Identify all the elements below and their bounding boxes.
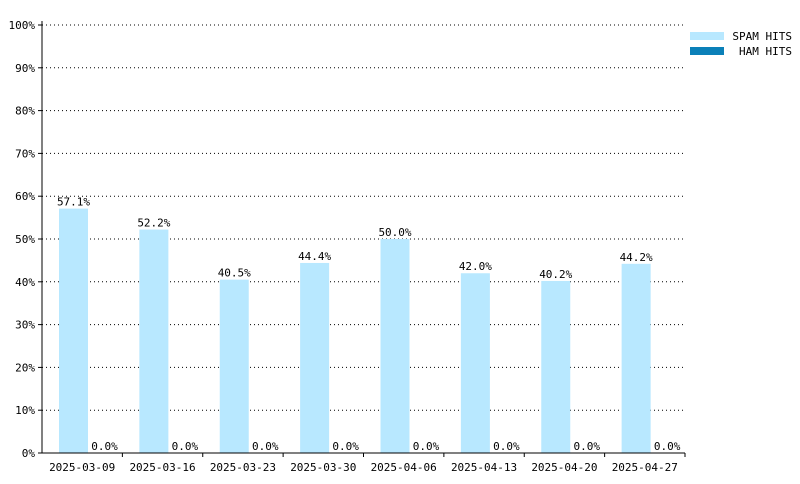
x-tick-label: 2025-03-09 — [49, 461, 115, 474]
bar-value-label: 44.2% — [620, 251, 653, 264]
legend: SPAM HITS HAM HITS — [690, 30, 792, 58]
y-tick-label: 40% — [15, 276, 35, 289]
bar-value-label: 42.0% — [459, 260, 492, 273]
x-tick-label: 2025-03-30 — [290, 461, 356, 474]
y-tick-label: 20% — [15, 361, 35, 374]
x-tick-label: 2025-04-06 — [371, 461, 437, 474]
y-tick-label: 70% — [15, 147, 35, 160]
bar-0 — [139, 229, 169, 453]
axes: 0% 10% 20% 30% 40% 50% 60% 70% 80% 90% 100% 2025-03… — [9, 19, 686, 474]
y-tick-label: 80% — [15, 105, 35, 118]
bars — [59, 208, 651, 453]
bar-0 — [621, 263, 651, 453]
x-tick-label: 2025-04-20 — [531, 461, 597, 474]
x-tick-label: 2025-03-16 — [129, 461, 195, 474]
y-tick-label: 50% — [15, 233, 35, 246]
legend-swatch — [690, 32, 724, 40]
y-tick-label: 100% — [9, 19, 36, 32]
bar-value-label: 0.0% — [172, 440, 199, 453]
bar-0 — [460, 273, 490, 453]
y-tick-label: 10% — [15, 404, 35, 417]
bar-value-label: 0.0% — [91, 440, 118, 453]
data-labels: 57.1% 0.0% 52.2% 0.0% 40.5% 0.0% 44.4% 0.0% 50.0… — [57, 196, 681, 453]
y-tick-label: 90% — [15, 62, 35, 75]
bar-value-label: 40.2% — [539, 268, 572, 281]
bar-value-label: 50.0% — [378, 226, 411, 239]
legend-label: HAM HITS — [739, 45, 792, 58]
bar-value-label: 0.0% — [574, 440, 601, 453]
x-tick-label: 2025-03-23 — [210, 461, 276, 474]
bar-0 — [300, 262, 330, 453]
bar-value-label: 44.4% — [298, 250, 331, 263]
bar-0 — [541, 280, 571, 453]
legend-label: SPAM HITS — [732, 30, 792, 43]
bar-value-label: 40.5% — [218, 267, 251, 280]
bar-value-label: 0.0% — [413, 440, 440, 453]
y-tick-label: 0% — [22, 447, 36, 460]
bar-value-label: 0.0% — [332, 440, 359, 453]
y-tick-label: 30% — [15, 319, 35, 332]
bar-0 — [380, 239, 410, 453]
legend-swatch — [690, 47, 724, 55]
bar-0 — [219, 279, 249, 453]
x-tick-label: 2025-04-13 — [451, 461, 517, 474]
bar-value-label: 0.0% — [252, 440, 279, 453]
bar-value-label: 0.0% — [654, 440, 681, 453]
bar-value-label: 0.0% — [493, 440, 520, 453]
y-tick-label: 60% — [15, 190, 35, 203]
bar-0 — [59, 208, 88, 453]
bar-value-label: 57.1% — [57, 196, 90, 209]
bar-value-label: 52.2% — [137, 217, 170, 230]
x-tick-label: 2025-04-27 — [612, 461, 678, 474]
